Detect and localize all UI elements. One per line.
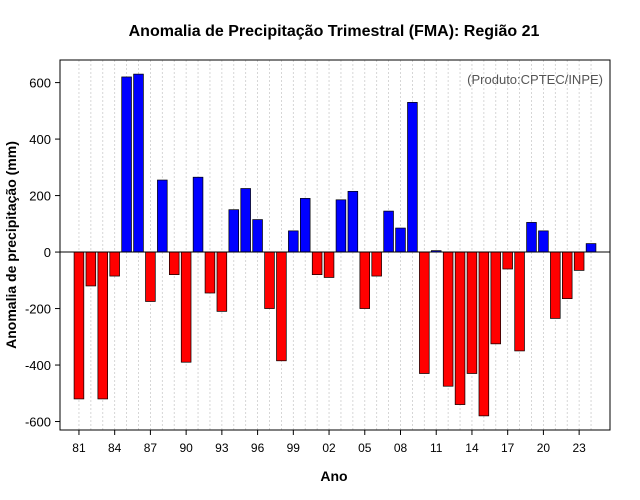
bars [73, 73, 597, 417]
bar-1987 [145, 251, 156, 302]
bar-1984 [109, 251, 120, 277]
y-tick-label: 600 [29, 76, 51, 91]
y-axis-label: Anomalia de precipitação (mm) [3, 141, 19, 349]
bar-2018 [514, 251, 525, 352]
x-axis-ticks: 81 84 87 90 93 96 99 02 05 08 11 14 17 20 23 [72, 430, 586, 455]
bar-2009 [407, 102, 418, 253]
bar-1983 [97, 251, 109, 400]
bar-2012 [442, 251, 454, 387]
x-tick-label: 84 [108, 441, 122, 455]
bar-2022 [561, 251, 573, 300]
bar-2000 [299, 198, 311, 253]
bar-1997 [264, 251, 275, 309]
y-tick-label: 200 [29, 189, 51, 204]
y-tick-label: 0 [44, 245, 51, 260]
bar-2016 [490, 251, 502, 345]
bar-2021 [550, 251, 561, 319]
bar-1986 [133, 73, 144, 253]
bar-2005 [359, 251, 371, 309]
bar-2010 [419, 251, 430, 374]
y-axis-ticks: -600 -400 -200 0 200 400 600 [25, 76, 60, 430]
bar-2006 [371, 251, 382, 277]
bar-1995 [240, 188, 251, 253]
y-tick-label: -200 [25, 302, 51, 317]
x-axis-label: Ano [320, 468, 347, 484]
x-tick-label: 14 [465, 441, 479, 455]
chart-title: Anomalia de Precipitação Trimestral (FMA… [129, 23, 540, 40]
x-tick-label: 05 [358, 441, 372, 455]
product-annotation: (Produto:CPTEC/INPE) [467, 72, 603, 87]
bar-1985 [121, 76, 132, 253]
bar-2007 [383, 210, 394, 253]
bar-1991 [192, 176, 204, 253]
bar-2008 [395, 227, 406, 253]
bar-2002 [323, 251, 335, 278]
x-tick-label: 23 [572, 441, 586, 455]
x-tick-label: 90 [179, 441, 193, 455]
bar-1988 [157, 179, 168, 253]
bar-1998 [276, 251, 287, 362]
bar-2020 [538, 230, 549, 253]
bar-2024 [585, 243, 597, 253]
bar-2014 [466, 251, 478, 374]
x-tick-label: 20 [537, 441, 551, 455]
bar-1981 [73, 251, 85, 400]
bar-2015 [478, 251, 490, 417]
x-tick-label: 93 [215, 441, 229, 455]
x-tick-label: 96 [251, 441, 265, 455]
x-tick-label: 81 [72, 441, 86, 455]
bar-2023 [573, 251, 585, 271]
plot-frame [59, 59, 611, 431]
bar-1994 [228, 209, 240, 253]
bar-1990 [180, 251, 192, 363]
bar-2001 [311, 251, 323, 276]
x-tick-label: 87 [144, 441, 158, 455]
y-tick-label: -400 [25, 358, 51, 373]
x-tick-label: 08 [394, 441, 408, 455]
bar-2004 [347, 190, 359, 253]
bar-1996 [252, 219, 263, 253]
x-tick-label: 02 [322, 441, 336, 455]
bar-1999 [288, 230, 299, 253]
y-tick-label: -600 [25, 415, 51, 430]
bar-2003 [335, 199, 347, 253]
bar-1982 [85, 251, 97, 287]
bar-2017 [502, 251, 513, 270]
bar-2019 [526, 222, 537, 253]
x-tick-label: 17 [501, 441, 515, 455]
bar-1989 [168, 251, 180, 276]
bar-1993 [216, 251, 228, 312]
bar-1992 [204, 251, 216, 294]
x-tick-label: 99 [287, 441, 301, 455]
y-tick-label: 400 [29, 132, 51, 147]
bar-2013 [454, 251, 466, 405]
x-tick-label: 11 [430, 441, 443, 455]
grid-lines [78, 60, 592, 430]
